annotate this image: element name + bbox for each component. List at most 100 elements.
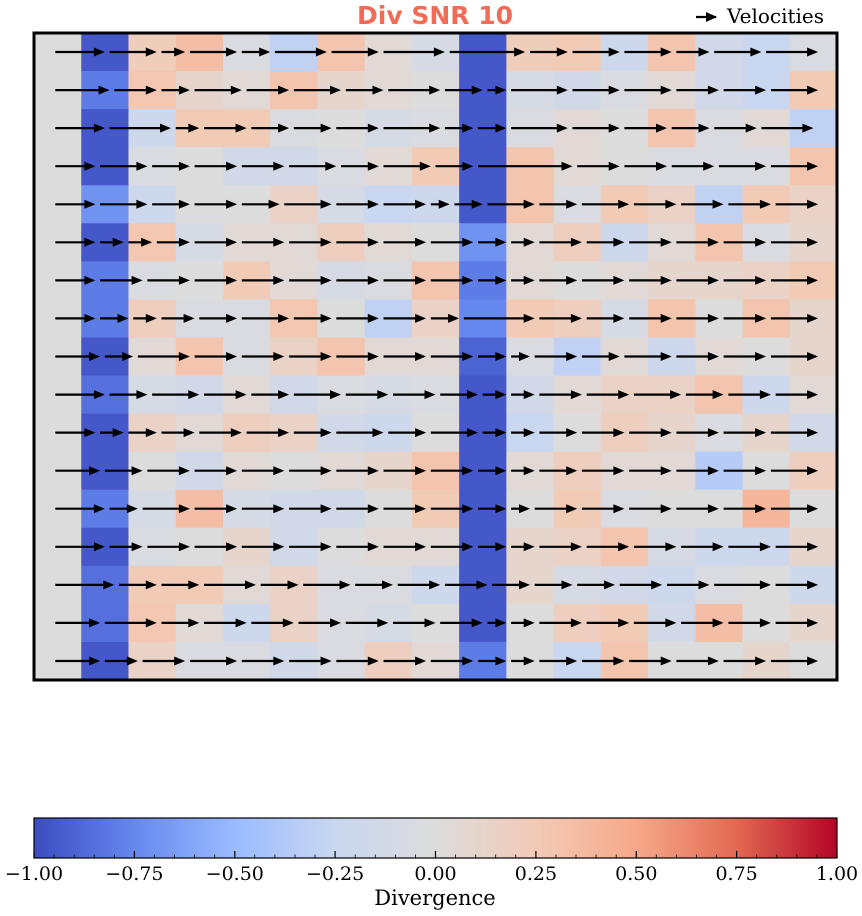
- velocity-arrowhead: [320, 428, 332, 438]
- velocity-arrowhead: [287, 580, 299, 590]
- velocity-arrowhead: [604, 580, 615, 590]
- colorbar-tick-label: −0.25: [306, 863, 364, 885]
- velocity-arrowhead: [178, 275, 190, 285]
- velocity-arrowhead: [561, 161, 573, 171]
- velocity-arrowhead: [495, 352, 507, 361]
- colorbar-tick-label: 1.00: [816, 863, 858, 885]
- velocity-arrowhead: [160, 123, 171, 133]
- velocity-arrowhead: [320, 313, 332, 323]
- velocity-arrowhead: [320, 656, 332, 666]
- velocity-arrowhead: [273, 161, 285, 171]
- velocity-arrowhead: [145, 618, 157, 628]
- velocity-arrowhead: [656, 161, 667, 171]
- velocity-arrowhead: [495, 466, 507, 476]
- colorbar-tick-label: −1.00: [5, 863, 63, 885]
- velocity-arrowhead: [613, 313, 625, 323]
- velocity-arrowhead: [178, 542, 190, 552]
- velocity-arrowhead: [174, 47, 186, 57]
- velocity-arrowhead: [415, 656, 427, 666]
- velocity-arrowhead: [278, 313, 290, 323]
- velocity-arrowhead: [367, 466, 379, 476]
- velocity-arrowhead: [330, 390, 341, 400]
- velocity-arrowhead: [556, 85, 568, 95]
- velocity-arrowhead: [462, 504, 474, 514]
- velocity-arrowhead: [523, 237, 535, 247]
- velocity-arrowhead: [755, 85, 767, 95]
- velocity-arrowhead: [712, 618, 724, 628]
- colorbar-label: Divergence: [374, 886, 495, 910]
- velocity-arrowhead: [523, 428, 535, 438]
- velocity-arrowhead: [377, 618, 389, 628]
- velocity-arrowhead: [566, 656, 578, 666]
- velocity-arrowhead: [570, 313, 582, 323]
- velocity-arrowhead: [103, 580, 115, 590]
- velocity-arrowhead: [523, 313, 535, 323]
- velocity-arrowhead: [495, 428, 507, 438]
- velocity-arrowhead: [712, 390, 724, 400]
- velocity-arrowhead: [178, 352, 190, 361]
- velocity-arrowhead: [660, 275, 672, 285]
- velocity-arrowhead: [807, 161, 819, 171]
- velocity-arrowhead: [415, 504, 427, 514]
- velocity-arrowhead: [89, 466, 101, 476]
- velocity-arrowhead: [372, 428, 384, 438]
- velocity-arrowhead: [495, 390, 507, 400]
- velocity-arrowhead: [618, 618, 630, 628]
- velocity-arrowhead: [570, 390, 582, 400]
- velocity-arrowhead: [755, 275, 767, 285]
- velocity-arrowhead: [320, 542, 332, 552]
- velocity-arrowhead: [467, 390, 478, 400]
- velocity-arrowhead: [415, 542, 427, 552]
- velocity-arrowhead: [523, 466, 535, 476]
- velocity-arrowhead: [613, 428, 625, 438]
- velocity-arrowhead: [278, 428, 290, 438]
- velocity-arrowhead: [660, 352, 672, 361]
- velocity-arrowhead: [707, 656, 719, 666]
- velocity-arrowhead: [377, 390, 389, 400]
- velocity-arrowhead: [556, 47, 568, 57]
- velocity-arrowhead: [315, 47, 327, 57]
- velocity-arrowhead: [618, 542, 630, 552]
- velocity-arrowhead: [268, 199, 280, 209]
- velocity-arrowhead: [320, 275, 332, 285]
- velocity-arrowhead: [566, 352, 578, 361]
- velocity-arrowhead: [145, 580, 157, 590]
- velocity-arrowhead: [495, 656, 507, 666]
- velocity-arrowhead: [755, 466, 767, 476]
- velocity-arrowhead: [707, 466, 719, 476]
- velocity-arrowhead: [608, 123, 620, 133]
- velocity-arrowhead: [183, 313, 195, 323]
- colorbar-tick-label: −0.50: [206, 863, 264, 885]
- velocity-arrowhead: [178, 466, 190, 476]
- velocity-arrowhead: [471, 199, 483, 209]
- velocity-arrowhead: [273, 352, 285, 361]
- velocity-arrowhead: [462, 656, 474, 666]
- velocity-arrowhead: [136, 390, 148, 400]
- velocity-arrowhead: [367, 352, 379, 361]
- velocity-arrowhead: [707, 504, 719, 514]
- velocity-arrowhead: [660, 47, 672, 57]
- velocity-arrowhead: [415, 313, 427, 323]
- velocity-arrowhead: [707, 313, 719, 323]
- velocity-arrowhead: [698, 47, 710, 57]
- velocity-arrowhead: [519, 504, 530, 514]
- velocity-arrowhead: [367, 275, 379, 285]
- velocity-arrowhead: [660, 85, 672, 95]
- velocity-arrowhead: [84, 199, 96, 209]
- velocity-arrowhead: [467, 428, 478, 438]
- velocity-arrowhead: [93, 504, 105, 514]
- velocity-arrowhead: [259, 47, 271, 57]
- velocity-arrowhead: [523, 618, 535, 628]
- velocity-arrowhead: [807, 428, 819, 438]
- velocity-arrowhead: [523, 390, 535, 400]
- velocity-arrowhead: [660, 237, 672, 247]
- velocity-arrowhead: [495, 123, 507, 133]
- velocity-arrowhead: [613, 275, 625, 285]
- velocity-arrowhead: [367, 161, 379, 171]
- velocity-arrowhead: [415, 466, 427, 476]
- velocity-arrowhead: [226, 161, 238, 171]
- velocity-arrowhead: [89, 618, 101, 628]
- velocity-arrowhead: [89, 656, 101, 666]
- velocity-arrowhead: [178, 161, 190, 171]
